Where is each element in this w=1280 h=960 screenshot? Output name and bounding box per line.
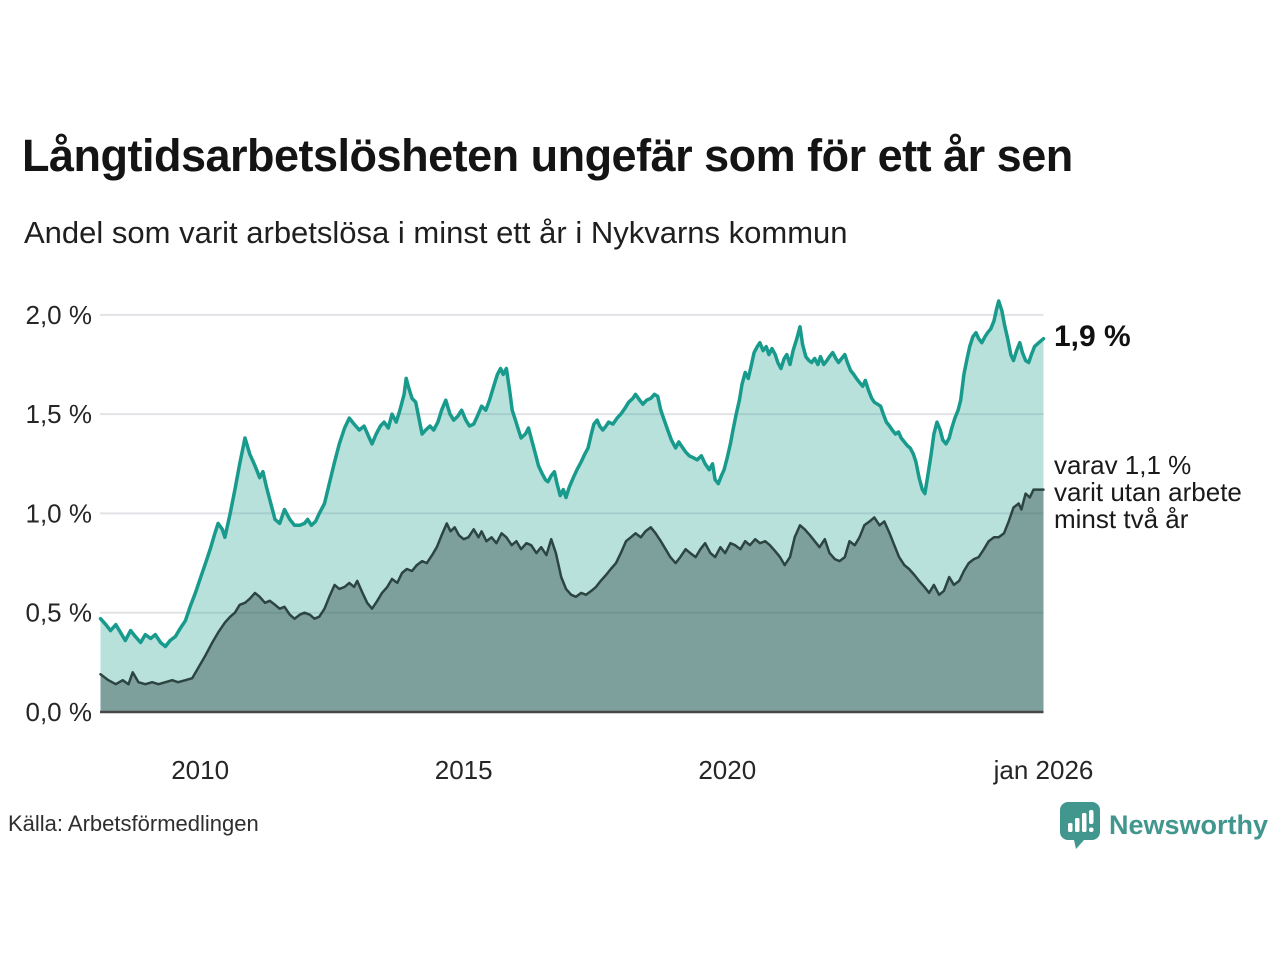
y-tick-label: 1,0 % <box>26 498 93 528</box>
source-note: Källa: Arbetsförmedlingen <box>8 811 259 836</box>
y-tick-label: 0,5 % <box>26 598 93 628</box>
chart-title: Långtidsarbetslösheten ungefär som för e… <box>22 130 1073 181</box>
total-series-area <box>100 301 1044 712</box>
series-end-label-sub: varav 1,1 % varit utan arbete minst två … <box>1054 449 1242 534</box>
series-end-label-sub-line3: minst två år <box>1054 503 1189 534</box>
total-series-line <box>98 299 1046 649</box>
newsworthy-wordmark: Newsworthy <box>1108 810 1268 840</box>
newsworthy-logo: Newsworthy <box>1059 802 1268 849</box>
y-tick-label: 1,5 % <box>26 399 93 429</box>
x-tick-label: jan 2026 <box>993 755 1094 785</box>
newsworthy-icon <box>1059 802 1100 849</box>
x-tick-label: 2015 <box>435 755 493 785</box>
y-tick-label: 0,0 % <box>26 697 93 727</box>
x-tick-label: 2020 <box>698 755 756 785</box>
y-tick-label: 2,0 % <box>26 300 93 330</box>
series-end-label-sub-line1: varav 1,1 % <box>1054 449 1192 480</box>
two-year-series-area <box>100 489 1044 712</box>
x-tick-label: 2010 <box>171 755 229 785</box>
chart-subtitle: Andel som varit arbetslösa i minst ett å… <box>24 215 848 250</box>
series-end-label-sub-line2: varit utan arbete <box>1054 476 1242 507</box>
series-end-label-total: 1,9 % <box>1054 319 1131 353</box>
two-year-series-line <box>99 488 1045 686</box>
